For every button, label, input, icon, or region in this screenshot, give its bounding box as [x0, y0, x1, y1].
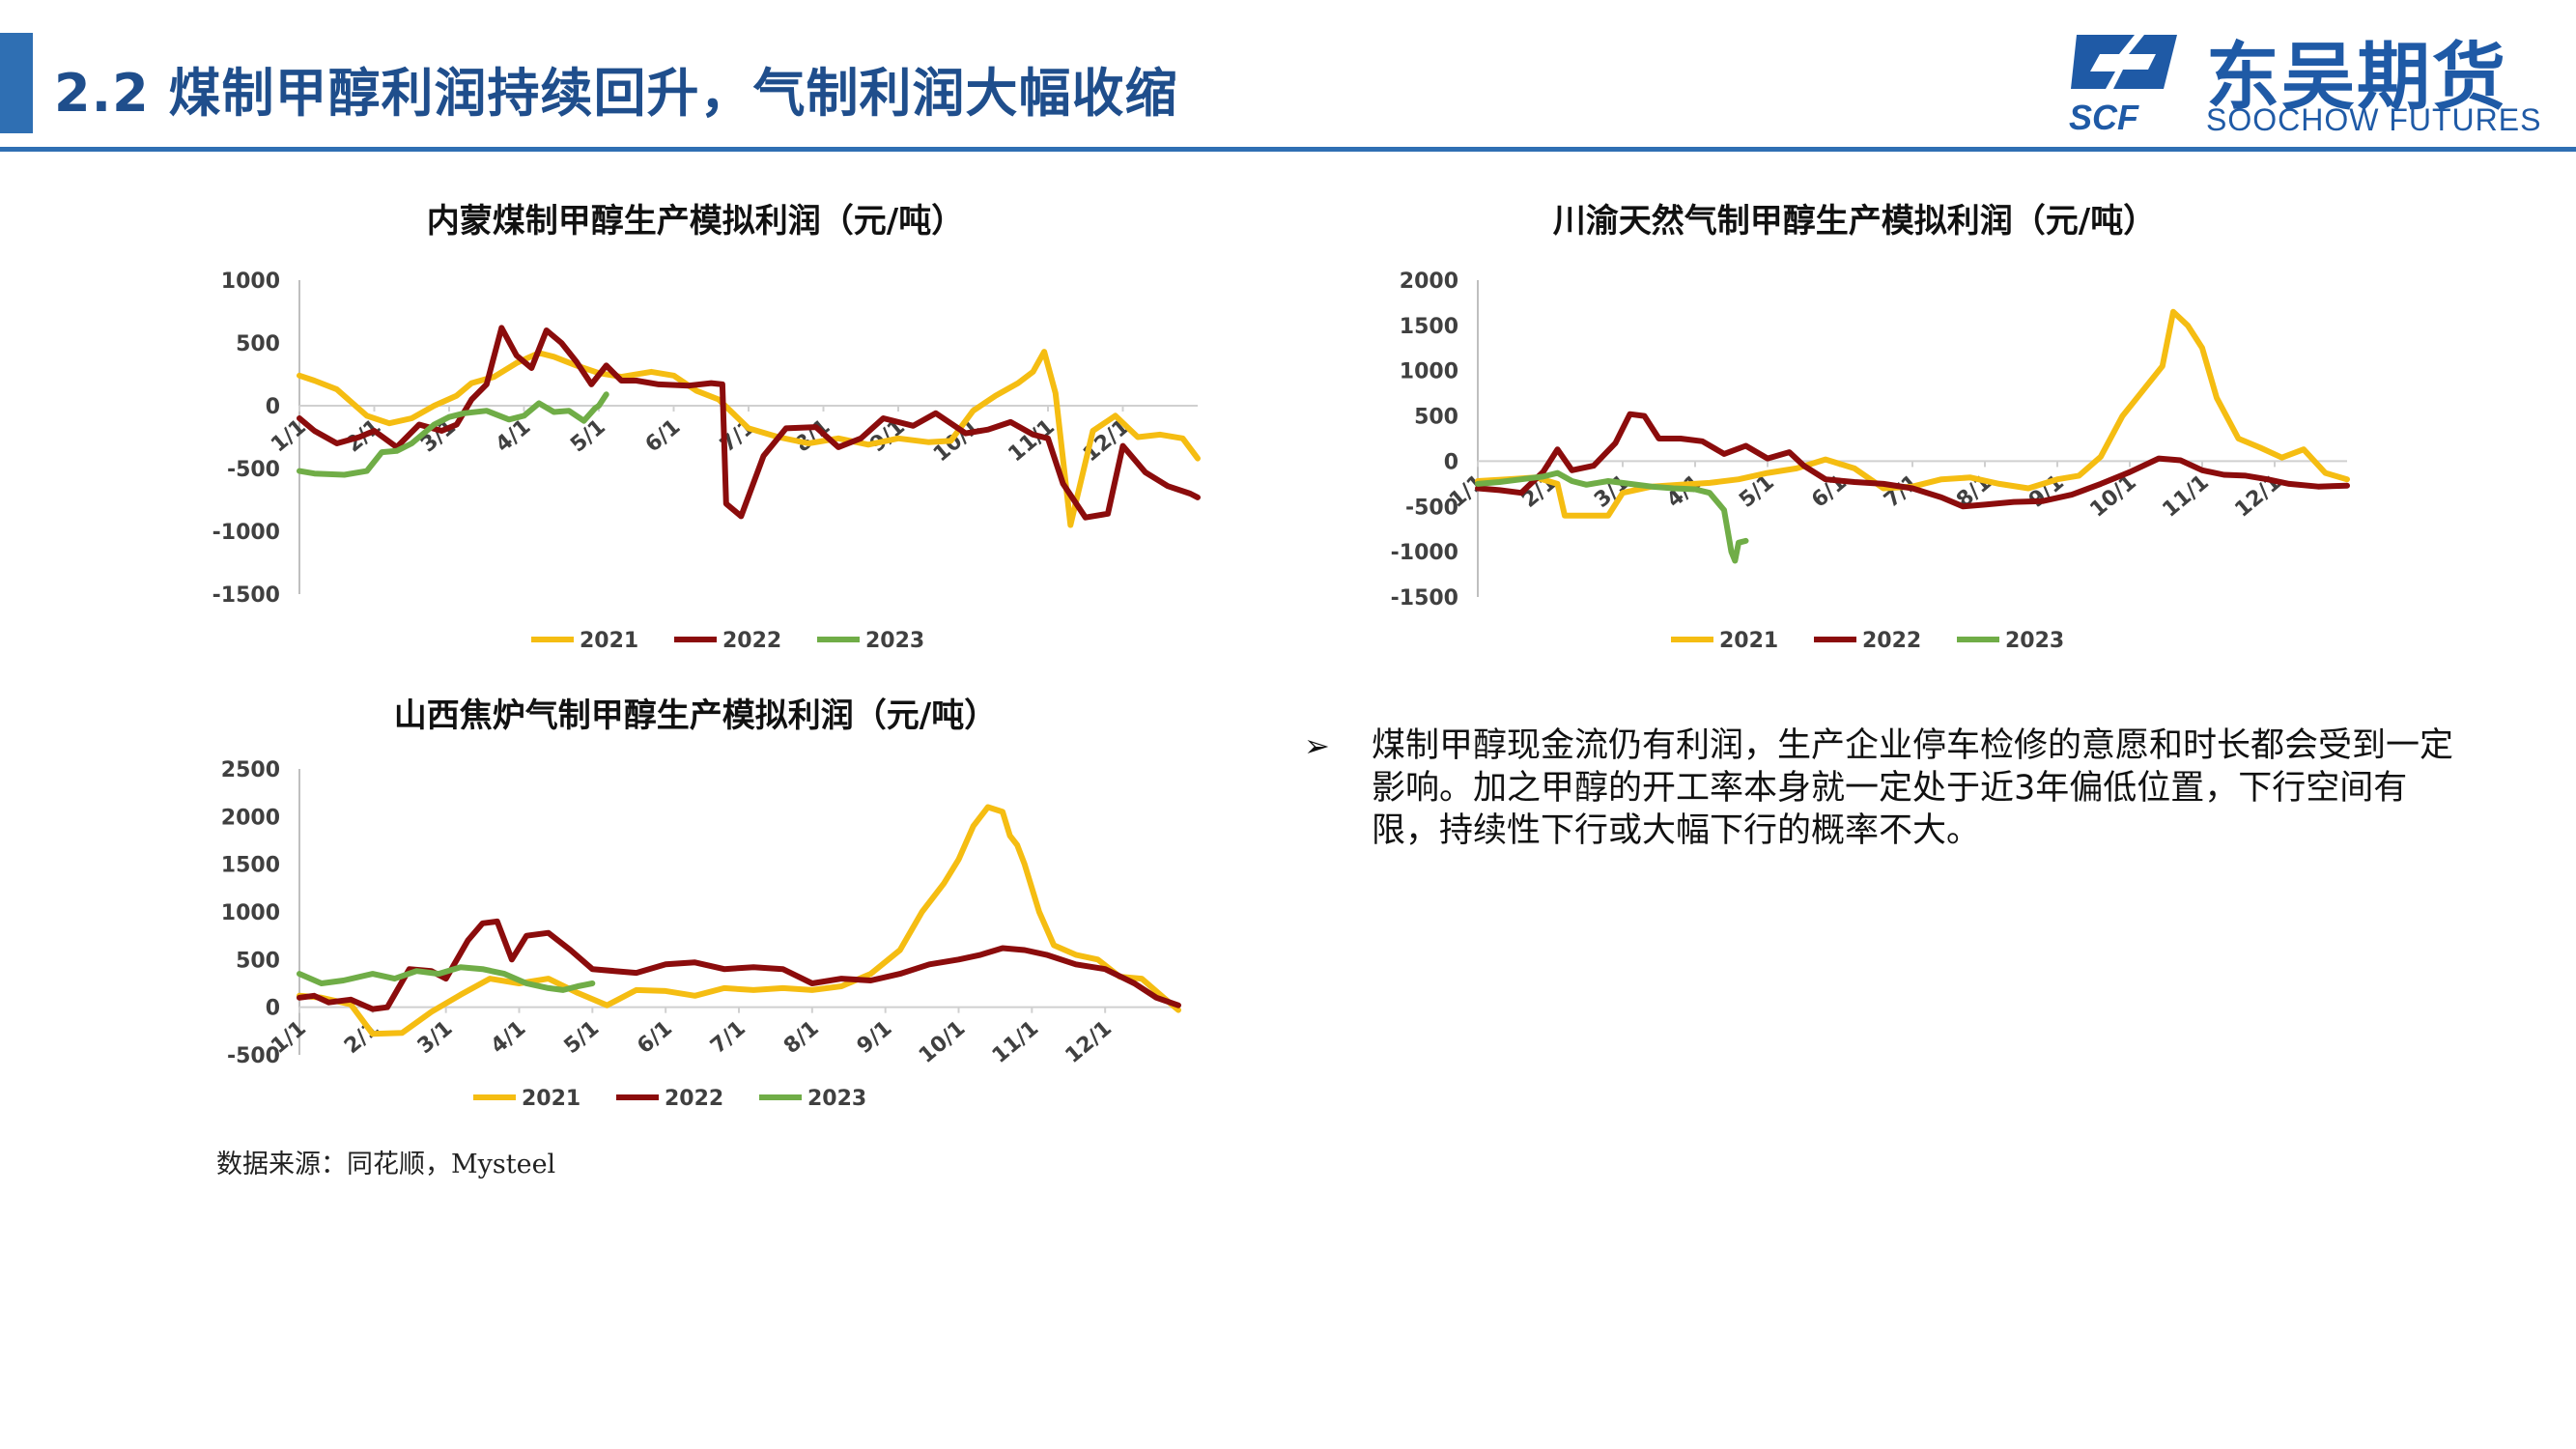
y-tick-label: 1000: [1400, 360, 1458, 384]
y-tick-label: -500: [227, 458, 280, 482]
data-source-note: 数据来源：同花顺，Mysteel: [216, 1150, 556, 1179]
y-tick-label: -1000: [212, 521, 280, 545]
y-tick-label: 0: [266, 395, 280, 419]
y-tick-label: 500: [1414, 406, 1458, 430]
chart-inner-mongolia-coal-methanol-profit: 内蒙煤制甲醇生产模拟利润（元/吨）10005000-500-1000-15001…: [212, 202, 1201, 653]
x-tick-label: 5/1: [566, 414, 610, 457]
logo-mark-text: SCF: [2069, 98, 2139, 133]
x-tick-label: 6/1: [633, 1016, 677, 1059]
legend-label-2023: 2023: [807, 1087, 866, 1111]
y-tick-label: 2000: [221, 806, 280, 830]
chart-title: 川渝天然气制甲醇生产模拟利润（元/吨）: [1553, 202, 2156, 241]
series-line-2021: [1475, 308, 2350, 519]
series-line-2022: [1475, 411, 2350, 510]
header-accent-bar: [0, 33, 33, 133]
chart-title: 内蒙煤制甲醇生产模拟利润（元/吨）: [427, 202, 964, 241]
x-tick-label: 7/1: [706, 1016, 750, 1059]
y-tick-label: 1500: [1400, 315, 1458, 339]
arrow-bullet-icon: ➢: [1304, 727, 1330, 764]
y-tick-label: 2000: [1400, 270, 1458, 294]
legend-label-2023: 2023: [865, 629, 924, 653]
y-tick-label: 0: [266, 997, 280, 1021]
y-tick-label: 1000: [221, 270, 280, 294]
series-line-2023: [297, 964, 596, 993]
y-tick-label: -1500: [212, 583, 280, 608]
logo-chinese-name: 东吴期货: [2206, 34, 2507, 120]
y-tick-label: 0: [1444, 450, 1458, 474]
legend-label-2021: 2021: [522, 1087, 580, 1111]
y-tick-label: 1000: [221, 901, 280, 925]
y-tick-label: 500: [236, 949, 280, 973]
legend-label-2021: 2021: [580, 629, 638, 653]
legend-label-2023: 2023: [2005, 629, 2064, 653]
legend-label-2022: 2022: [722, 629, 781, 653]
scf-logo-icon: SCF: [2069, 35, 2177, 133]
x-tick-label: 10/1: [915, 1016, 970, 1068]
y-tick-label: -1000: [1391, 541, 1458, 565]
x-tick-label: 5/1: [560, 1016, 605, 1059]
analysis-text: 煤制甲醇现金流仍有利润，生产企业停车检修的意愿和时长都会受到一定影响。加之甲醇的…: [1372, 726, 2454, 850]
legend-label-2021: 2021: [1719, 629, 1778, 653]
series-line-2022: [297, 325, 1201, 521]
y-tick-label: -500: [1405, 496, 1458, 520]
series-line-2021: [297, 804, 1181, 1037]
x-tick-label: 4/1: [487, 1016, 531, 1059]
x-tick-label: 6/1: [641, 414, 686, 457]
y-tick-label: 500: [236, 332, 280, 356]
y-tick-label: 1500: [221, 854, 280, 878]
chart-title: 山西焦炉气制甲醇生产模拟利润（元/吨）: [394, 696, 997, 735]
legend-label-2022: 2022: [1862, 629, 1921, 653]
x-tick-label: 11/1: [988, 1016, 1043, 1068]
x-tick-label: 12/1: [1062, 1016, 1117, 1068]
x-tick-label: 9/1: [853, 1016, 897, 1059]
series-line-2023: [297, 391, 609, 478]
chart-sichuan-chongqing-gas-methanol-profit: 川渝天然气制甲醇生产模拟利润（元/吨） 2000 1500 1000 500 0 -500 -…: [1391, 202, 2350, 653]
y-tick-label: -500: [227, 1044, 280, 1068]
series-line-2023: [1475, 469, 1749, 564]
chart-shanxi-coke-oven-gas-methanol-profit: 山西焦炉气制甲醇生产模拟利润（元/吨） 2500 2000 1500 1000 500 0 -…: [221, 696, 1181, 1111]
x-tick-label: 11/1: [2158, 470, 2213, 523]
header-divider: [0, 147, 2576, 152]
series-line-2021: [297, 349, 1201, 528]
logo-english-name: SOOCHOW FUTURES: [2206, 102, 2542, 137]
y-tick-label: -1500: [1391, 586, 1458, 611]
page-title: 2.2 煤制甲醇利润持续回升，气制利润大幅收缩: [54, 63, 1178, 124]
legend-label-2022: 2022: [665, 1087, 723, 1111]
y-tick-label: 2500: [221, 758, 280, 782]
x-tick-label: 6/1: [1807, 470, 1852, 513]
company-logo: SCF 东吴期货 SOOCHOW FUTURES: [2067, 14, 2569, 137]
x-tick-label: 8/1: [779, 1016, 824, 1059]
